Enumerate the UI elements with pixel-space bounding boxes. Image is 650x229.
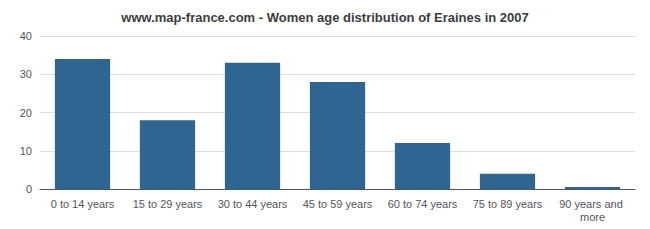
svg-text:60 to 74 years: 60 to 74 years <box>388 198 458 210</box>
svg-text:20: 20 <box>20 107 32 119</box>
svg-text:30: 30 <box>20 68 32 80</box>
svg-text:0 to 14 years: 0 to 14 years <box>51 198 115 210</box>
svg-text:www.map-france.com - Women age: www.map-france.com - Women age distribut… <box>120 10 528 25</box>
svg-text:10: 10 <box>20 145 32 157</box>
svg-text:15 to 29 years: 15 to 29 years <box>133 198 203 210</box>
svg-text:75 to 89 years: 75 to 89 years <box>473 198 543 210</box>
svg-text:45 to 59 years: 45 to 59 years <box>303 198 373 210</box>
svg-text:30 to 44 years: 30 to 44 years <box>218 198 288 210</box>
svg-text:more: more <box>580 211 605 223</box>
svg-text:0: 0 <box>26 183 32 195</box>
svg-text:90 years and: 90 years and <box>559 198 626 210</box>
svg-text:40: 40 <box>20 30 32 42</box>
